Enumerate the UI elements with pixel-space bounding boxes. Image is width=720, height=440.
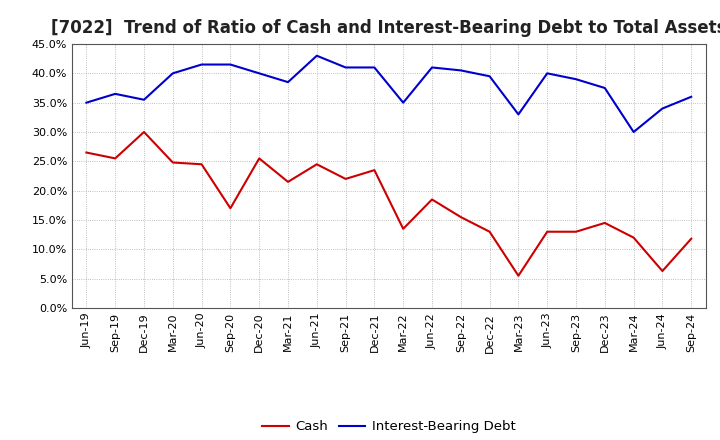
Cash [456,214,465,220]
Line: Interest-Bearing Debt: Interest-Bearing Debt [86,56,691,132]
Interest-Bearing Debt [629,129,638,135]
Cash [341,176,350,182]
Cash [312,161,321,167]
Interest-Bearing Debt [399,100,408,105]
Interest-Bearing Debt [456,68,465,73]
Interest-Bearing Debt [543,71,552,76]
Interest-Bearing Debt [600,85,609,91]
Interest-Bearing Debt [341,65,350,70]
Interest-Bearing Debt [428,65,436,70]
Interest-Bearing Debt [255,71,264,76]
Cash [485,229,494,235]
Cash [658,268,667,274]
Cash [82,150,91,155]
Cash [399,226,408,231]
Cash [370,168,379,173]
Interest-Bearing Debt [226,62,235,67]
Interest-Bearing Debt [485,73,494,79]
Cash [428,197,436,202]
Cash [687,236,696,242]
Interest-Bearing Debt [140,97,148,103]
Interest-Bearing Debt [111,91,120,96]
Cash [197,161,206,167]
Legend: Cash, Interest-Bearing Debt: Cash, Interest-Bearing Debt [257,415,521,439]
Interest-Bearing Debt [370,65,379,70]
Cash [600,220,609,226]
Interest-Bearing Debt [572,77,580,82]
Cash [514,273,523,279]
Interest-Bearing Debt [687,94,696,99]
Line: Cash: Cash [86,132,691,276]
Cash [168,160,177,165]
Title: [7022]  Trend of Ratio of Cash and Interest-Bearing Debt to Total Assets: [7022] Trend of Ratio of Cash and Intere… [51,19,720,37]
Interest-Bearing Debt [82,100,91,105]
Cash [543,229,552,235]
Cash [255,156,264,161]
Interest-Bearing Debt [284,80,292,85]
Interest-Bearing Debt [197,62,206,67]
Cash [284,179,292,184]
Cash [629,235,638,240]
Interest-Bearing Debt [514,112,523,117]
Interest-Bearing Debt [658,106,667,111]
Interest-Bearing Debt [168,71,177,76]
Cash [140,129,148,135]
Cash [226,205,235,211]
Interest-Bearing Debt [312,53,321,59]
Cash [111,156,120,161]
Cash [572,229,580,235]
